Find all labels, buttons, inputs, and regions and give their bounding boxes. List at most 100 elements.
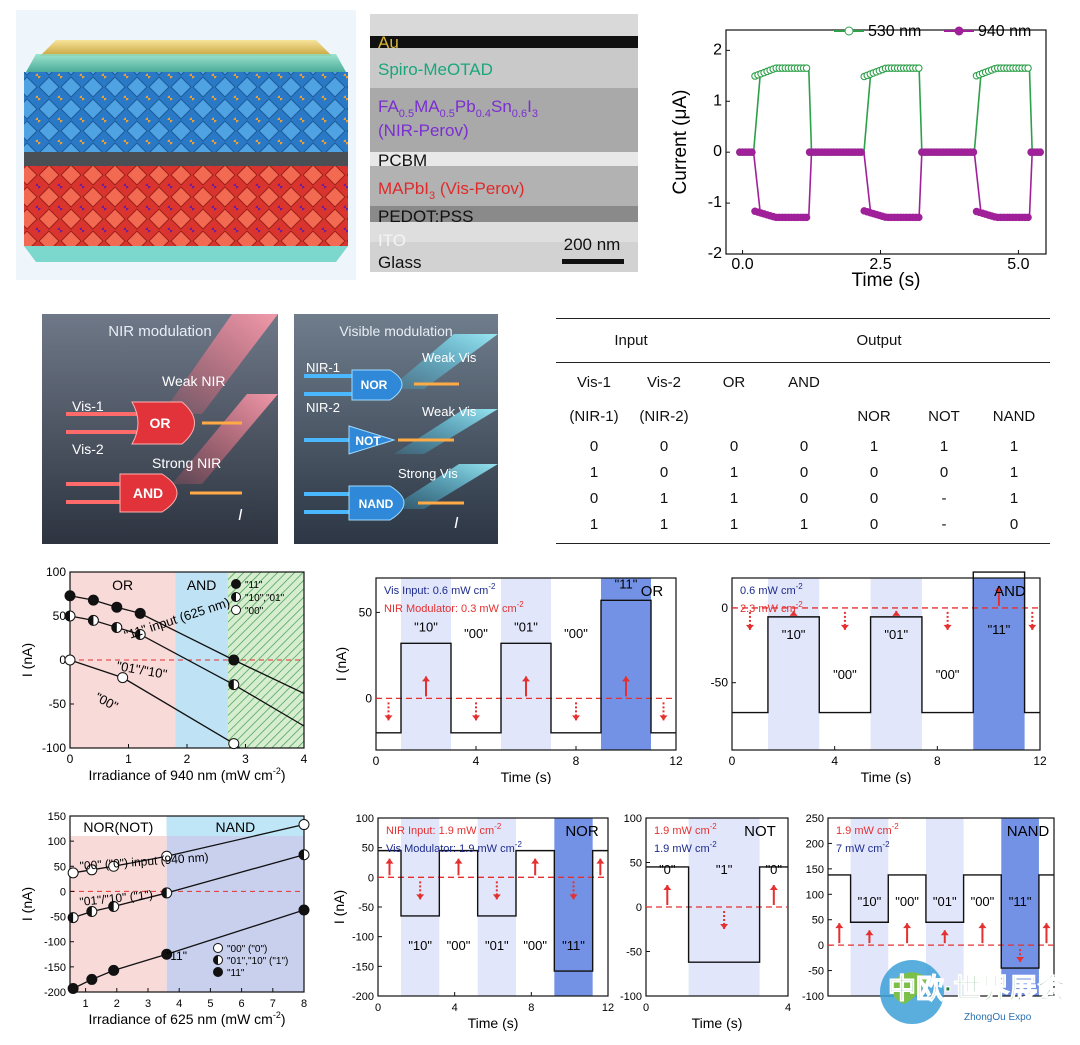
nir-mod-in2: Vis-2 — [72, 441, 104, 457]
truth-table-cell: 0 — [869, 516, 879, 533]
region-label: OR — [112, 577, 133, 593]
arrow-head — [622, 676, 630, 682]
scale-bar — [562, 259, 624, 264]
y-tick-label: -200 — [44, 987, 66, 999]
truth-table-cell: 1 — [1009, 464, 1019, 481]
x-tick-label: 0.0 — [731, 256, 753, 273]
chart-current-time-svg: 2 1 0 -1 -2 0.0 2.5 5.0 Time (s) Current (μA) 530 … — [670, 23, 1047, 291]
watermark-logo: 中欧·世界展会 ZhongOu Expo — [868, 944, 1068, 1040]
plot-frame — [731, 577, 1041, 751]
state-label: "01" — [884, 627, 908, 642]
spiro-layer — [26, 54, 346, 72]
y-tick-label: -50 — [711, 676, 729, 690]
truth-table-cell: 1 — [659, 516, 669, 533]
state-label: "01" — [514, 619, 538, 634]
sem-label-pcbm: PCBM — [378, 151, 427, 170]
truth-table-cell: 1 — [589, 464, 599, 481]
x-tick-label: 0 — [67, 752, 74, 766]
data-point — [64, 654, 76, 666]
state-label: "11" — [562, 938, 585, 953]
au-layer — [40, 40, 332, 56]
data-point-half — [228, 679, 234, 690]
x-tick-label: 5.0 — [1007, 256, 1029, 273]
y-tick-label: -100 — [42, 741, 66, 755]
data-point — [748, 148, 756, 156]
truth-table-cell: 1 — [939, 438, 949, 455]
input-window — [973, 578, 1025, 750]
chart-nand-time: 250 200 150 100 50 0 -50 -100 "10" "00" "01" "00" "1… — [790, 810, 1064, 1040]
legend-label: "00" — [245, 606, 264, 617]
y-tick-label: -100 — [802, 991, 824, 1003]
region-label: NOR(NOT) — [83, 819, 153, 835]
y-tick-label: 0 — [368, 872, 374, 884]
nir-mod-gate-and: AND — [133, 485, 163, 501]
state-label: "00" — [895, 894, 919, 909]
x-axis-label: Time (s) — [468, 1015, 519, 1031]
truth-table-cell: 0 — [799, 490, 809, 507]
input-window — [401, 578, 451, 750]
y-tick-label: 250 — [806, 813, 824, 825]
x-tick-label: 8 — [573, 754, 580, 768]
chart-nand-time-svg: 250 200 150 100 50 0 -50 -100 "10" "00" "01" "00" "1… — [802, 813, 1055, 1003]
x-tick-label: 8 — [934, 754, 941, 768]
state-label: "00" — [447, 938, 471, 953]
y-tick-label: 0 — [721, 601, 728, 615]
data-point — [161, 948, 173, 960]
y-tick-label: -150 — [44, 962, 66, 974]
legend-label: "01","10" ("1") — [227, 956, 288, 967]
perovskite-stack-illustration — [16, 10, 356, 280]
arrow-head — [416, 894, 425, 900]
truth-table-header: NAND — [992, 408, 1036, 425]
truth-table-cell: 1 — [589, 516, 599, 533]
data-point — [67, 867, 79, 879]
input-window — [1001, 818, 1039, 996]
arrow-head — [531, 858, 540, 864]
nir-mod-gate-or: OR — [150, 415, 171, 431]
legend-text: 7 mW cm-2 — [836, 840, 890, 855]
y-tick-label: 0 — [59, 653, 66, 667]
data-point — [213, 943, 223, 953]
truth-table-header: Vis-1 — [577, 374, 611, 391]
state-label: "0" — [659, 862, 676, 877]
vis-mod-weak-1: Weak Vis — [422, 350, 477, 365]
sem-label-pedot: PEDOT:PSS — [378, 207, 473, 226]
vis-perovskite-layer — [24, 166, 348, 246]
nir-mod-svg: NIR modulation Weak NIR Strong NIR Vis-1… — [42, 314, 278, 544]
x-axis-label: Time (s) — [692, 1015, 743, 1031]
y-tick-label: 50 — [630, 858, 642, 870]
truth-table-cell: 0 — [869, 490, 879, 507]
data-point — [915, 213, 923, 222]
sem-label-glass: Glass — [378, 253, 421, 272]
y-tick-label: 50 — [53, 609, 67, 623]
state-label: "10" — [408, 938, 432, 953]
legend-label: 530 nm — [868, 23, 921, 40]
data-point — [111, 601, 123, 613]
y-tick-label: 50 — [362, 843, 374, 855]
legend-text: 2.3 mW cm-2 — [740, 600, 803, 615]
input-window — [925, 818, 964, 996]
arrow-head — [720, 924, 729, 929]
sem-label-vis-perov: MAPbI3 (Vis-Perov) — [378, 179, 525, 202]
state-label: "00" — [523, 938, 547, 953]
y-tick-label: 100 — [48, 836, 66, 848]
data-point — [969, 148, 978, 156]
current-trace — [646, 866, 788, 963]
chart-not-time: 100 50 0 -50 -100 0 4 Time (s) "0" "1" "0" NOT 1.9 m… — [610, 810, 794, 1040]
input-window — [601, 578, 651, 750]
sem-label-ito: ITO — [378, 231, 406, 250]
x-tick-label: 1 — [83, 998, 89, 1010]
state-label: "0" — [766, 862, 783, 877]
x-tick-label: 4 — [452, 1002, 458, 1014]
region — [166, 816, 304, 992]
arrow-head — [903, 923, 912, 929]
data-point-half — [65, 611, 70, 621]
region-label: AND — [187, 577, 217, 593]
vis-mod-title: Visible modulation — [339, 323, 452, 339]
ito-layer — [24, 246, 348, 262]
chart-or-time-svg: 50 0 0 4 8 12 Time (s) I (nA) "10" "00" "01" "00" "1… — [333, 576, 683, 785]
data-point-half — [111, 622, 117, 633]
arrow-head — [1028, 624, 1037, 630]
arrow-head — [865, 930, 874, 936]
state-label: "00" — [464, 626, 488, 641]
nir-mod-output: I — [238, 507, 243, 524]
